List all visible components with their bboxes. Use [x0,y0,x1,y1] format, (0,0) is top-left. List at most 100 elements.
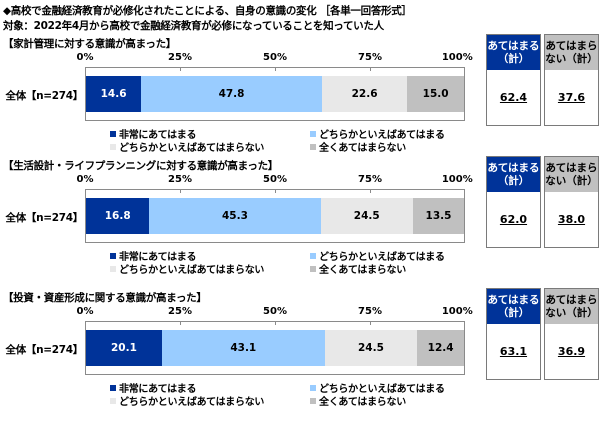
stacked-bar: 16.8 45.3 24.5 13.5 [86,198,464,234]
bar-segment-somewhat-not: 22.6 [321,76,408,112]
bar-segment-very-applies: 20.1 [86,330,162,366]
axis-tick-label: 0% [76,174,94,185]
bar-segment-somewhat-applies: 43.1 [161,330,325,366]
bar-segment-somewhat-applies: 45.3 [149,198,321,234]
legend-swatch [310,130,316,137]
summary-box-not-applies: あてはまら ない（計） 36.9 [544,288,599,380]
axis-tick-label: 25% [168,52,192,63]
row-label: 全体【n=274】 [5,212,84,224]
legend-swatch [310,397,316,404]
bar-segment-not-at-all: 15.0 [407,76,464,112]
legend-label: どちらかといえばあてはまる [319,130,445,141]
legend-label: 非常にあてはまる [119,130,197,141]
gridline-tick [180,321,181,325]
legend-item: どちらかといえばあてはまる [310,248,445,263]
gridline-tick [275,67,276,71]
panel-title: 【投資・資産形成に関する意識が高まった】 [3,292,207,304]
legend-item: どちらかといえばあてはまる [310,380,445,395]
bar-segment-somewhat-not: 24.5 [324,330,418,366]
axis-tick-label: 50% [263,306,287,317]
axis-tick-label: 100% [441,52,473,63]
axis-tick-label: 75% [358,52,382,63]
legend-item: 非常にあてはまる [110,126,197,141]
summary-box-value: 62.0 [499,213,528,226]
summary-box-not-applies: あてはまら ない（計） 37.6 [544,34,599,126]
summary-box-header: あてはまら ない（計） [545,35,598,70]
legend-item: 非常にあてはまる [110,248,197,263]
gridline-tick [275,321,276,325]
legend-label: 全くあてはまらない [319,397,406,408]
chart-subtitle: 対象：2022年4月から高校で金融経済教育が必修になっていることを知っていた人 [3,20,384,32]
legend-label: どちらかといえばあてはまらない [119,397,265,408]
gridline-tick [370,67,371,71]
plot-frame: 14.6 47.8 22.6 15.0 [85,67,465,121]
legend-item: どちらかといえばあてはまる [310,126,445,141]
legend-label: 全くあてはまらない [319,265,406,276]
summary-box-applies: あてはまる （計） 62.0 [486,156,541,248]
legend-swatch [110,265,116,272]
axis-tick-label: 0% [76,306,94,317]
summary-box-header: あてはまる （計） [487,289,540,324]
legend-label: 非常にあてはまる [119,384,197,395]
axis-tick-label: 25% [168,306,192,317]
legend-label: 非常にあてはまる [119,252,197,263]
summary-box-applies: あてはまる （計） 63.1 [486,288,541,380]
plot-frame: 20.1 43.1 24.5 12.4 [85,321,465,375]
bar-segment-somewhat-applies: 47.8 [141,76,322,112]
axis-tick-label: 100% [441,174,473,185]
plot-frame: 16.8 45.3 24.5 13.5 [85,189,465,243]
bar-segment-somewhat-not: 24.5 [320,198,414,234]
summary-box-header: あてはまる （計） [487,35,540,70]
summary-box-applies: あてはまる （計） 62.4 [486,34,541,126]
axis-tick-label: 50% [263,174,287,185]
legend-item: どちらかといえばあてはまらない [110,261,264,276]
bar-segment-very-applies: 16.8 [86,198,150,234]
axis-tick-label: 75% [358,174,382,185]
legend-swatch [110,252,116,259]
legend-swatch [110,143,116,150]
chart-title: ◆高校で金融経済教育が必修化されたことによる、自身の意識の変化 ［各単一回答形式… [3,5,412,17]
legend-swatch [310,384,316,391]
summary-box-header: あてはまる （計） [487,157,540,192]
legend-item: 全くあてはまらない [310,139,406,154]
legend-swatch [310,252,316,259]
legend-item: 全くあてはまらない [310,393,406,408]
bar-segment-very-applies: 14.6 [86,76,142,112]
legend-item: どちらかといえばあてはまらない [110,393,264,408]
panel-title: 【生活設計・ライフプランニングに対する意識が高まった】 [3,160,278,172]
legend-swatch [310,143,316,150]
legend-label: 全くあてはまらない [319,143,406,154]
legend-swatch [110,384,116,391]
legend-label: どちらかといえばあてはまらない [119,143,265,154]
legend-item: 非常にあてはまる [110,380,197,395]
row-label: 全体【n=274】 [5,344,84,356]
bar-segment-not-at-all: 13.5 [413,198,464,234]
gridline-tick [180,67,181,71]
bar-segment-not-at-all: 12.4 [417,330,465,366]
axis-tick-label: 75% [358,306,382,317]
axis-tick-label: 100% [441,306,473,317]
legend-swatch [110,130,116,137]
axis-tick-label: 25% [168,174,192,185]
legend-swatch [310,265,316,272]
legend-label: どちらかといえばあてはまる [319,384,445,395]
summary-box-value: 62.4 [499,91,528,104]
summary-box-header: あてはまら ない（計） [545,157,598,192]
gridline-tick [180,189,181,193]
summary-box-header: あてはまら ない（計） [545,289,598,324]
summary-box-value: 38.0 [557,213,586,226]
stacked-bar: 20.1 43.1 24.5 12.4 [86,330,465,366]
legend-label: どちらかといえばあてはまる [319,252,445,263]
legend-item: 全くあてはまらない [310,261,406,276]
axis-tick-label: 50% [263,52,287,63]
summary-box-value: 36.9 [557,345,586,358]
legend-swatch [110,397,116,404]
summary-box-value: 37.6 [557,91,586,104]
panel-title: 【家計管理に対する意識が高まった】 [3,38,176,50]
summary-box-not-applies: あてはまら ない（計） 38.0 [544,156,599,248]
row-label: 全体【n=274】 [5,90,84,102]
summary-box-value: 63.1 [499,345,528,358]
gridline-tick [370,321,371,325]
stacked-bar: 14.6 47.8 22.6 15.0 [86,76,464,112]
legend-label: どちらかといえばあてはまらない [119,265,265,276]
